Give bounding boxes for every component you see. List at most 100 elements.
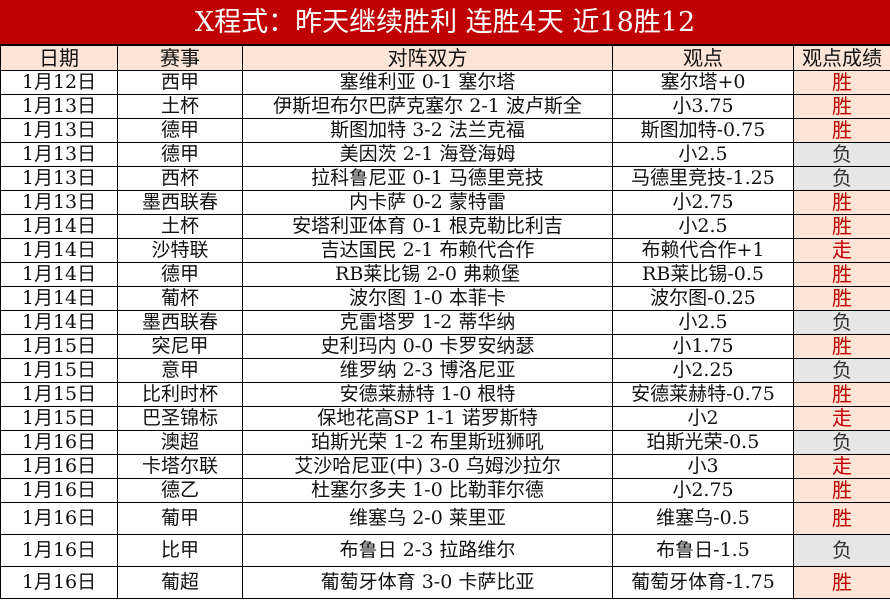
league-cell[interactable]: 沙特联: [117, 238, 243, 263]
league-cell[interactable]: 巴圣锦标: [117, 406, 243, 431]
result-cell[interactable]: 胜: [793, 118, 890, 143]
sheet-title[interactable]: X程式：昨天继续胜利 连胜4天 近18胜12: [0, 0, 890, 45]
pick-cell[interactable]: 珀斯光荣-0.5: [612, 430, 794, 455]
match-cell[interactable]: 美因茨 2-1 海登海姆: [242, 142, 613, 167]
match-cell[interactable]: 保地花高SP 1-1 诺罗斯特: [242, 406, 613, 431]
league-cell[interactable]: 葡甲: [117, 502, 243, 535]
match-cell[interactable]: 塞维利亚 0-1 塞尔塔: [242, 70, 613, 95]
date-cell[interactable]: 1月15日: [0, 358, 118, 383]
result-cell[interactable]: 走: [793, 406, 890, 431]
header-result[interactable]: 观点成绩: [793, 45, 890, 71]
date-cell[interactable]: 1月13日: [0, 142, 118, 167]
date-cell[interactable]: 1月14日: [0, 262, 118, 287]
match-cell[interactable]: 安德莱赫特 1-0 根特: [242, 382, 613, 407]
date-cell[interactable]: 1月12日: [0, 70, 118, 95]
date-cell[interactable]: 1月14日: [0, 214, 118, 239]
result-cell[interactable]: 胜: [793, 262, 890, 287]
pick-cell[interactable]: 波尔图-0.25: [612, 286, 794, 311]
pick-cell[interactable]: 小2.5: [612, 310, 794, 335]
date-cell[interactable]: 1月14日: [0, 238, 118, 263]
result-cell[interactable]: 负: [793, 310, 890, 335]
date-cell[interactable]: 1月13日: [0, 94, 118, 119]
pick-cell[interactable]: 斯图加特-0.75: [612, 118, 794, 143]
date-cell[interactable]: 1月13日: [0, 190, 118, 215]
pick-cell[interactable]: 小2: [612, 406, 794, 431]
match-cell[interactable]: 斯图加特 3-2 法兰克福: [242, 118, 613, 143]
pick-cell[interactable]: 布鲁日-1.5: [612, 534, 794, 567]
league-cell[interactable]: 西杯: [117, 166, 243, 191]
pick-cell[interactable]: 小2.5: [612, 214, 794, 239]
date-cell[interactable]: 1月16日: [0, 454, 118, 479]
pick-cell[interactable]: 葡萄牙体育-1.75: [612, 566, 794, 599]
result-cell[interactable]: 负: [793, 142, 890, 167]
league-cell[interactable]: 德甲: [117, 118, 243, 143]
league-cell[interactable]: 澳超: [117, 430, 243, 455]
league-cell[interactable]: 土杯: [117, 94, 243, 119]
result-cell[interactable]: 胜: [793, 334, 890, 359]
result-cell[interactable]: 胜: [793, 214, 890, 239]
match-cell[interactable]: 克雷塔罗 1-2 蒂华纳: [242, 310, 613, 335]
match-cell[interactable]: 史利玛内 0-0 卡罗安纳瑟: [242, 334, 613, 359]
match-cell[interactable]: 伊斯坦布尔巴萨克塞尔 2-1 波卢斯全: [242, 94, 613, 119]
league-cell[interactable]: 意甲: [117, 358, 243, 383]
date-cell[interactable]: 1月15日: [0, 382, 118, 407]
header-pick[interactable]: 观点: [612, 45, 794, 71]
league-cell[interactable]: 突尼甲: [117, 334, 243, 359]
pick-cell[interactable]: 安德莱赫特-0.75: [612, 382, 794, 407]
league-cell[interactable]: 葡超: [117, 566, 243, 599]
date-cell[interactable]: 1月16日: [0, 502, 118, 535]
result-cell[interactable]: 胜: [793, 478, 890, 503]
match-cell[interactable]: 吉达国民 2-1 布赖代合作: [242, 238, 613, 263]
league-cell[interactable]: 葡杯: [117, 286, 243, 311]
pick-cell[interactable]: 小2.5: [612, 142, 794, 167]
result-cell[interactable]: 胜: [793, 566, 890, 599]
league-cell[interactable]: 德甲: [117, 142, 243, 167]
league-cell[interactable]: 西甲: [117, 70, 243, 95]
league-cell[interactable]: 卡塔尔联: [117, 454, 243, 479]
match-cell[interactable]: 葡萄牙体育 3-0 卡萨比亚: [242, 566, 613, 599]
date-cell[interactable]: 1月15日: [0, 406, 118, 431]
match-cell[interactable]: 艾沙哈尼亚(中) 3-0 乌姆沙拉尔: [242, 454, 613, 479]
league-cell[interactable]: 德甲: [117, 262, 243, 287]
date-cell[interactable]: 1月16日: [0, 566, 118, 599]
pick-cell[interactable]: 小2.75: [612, 190, 794, 215]
league-cell[interactable]: 德乙: [117, 478, 243, 503]
result-cell[interactable]: 胜: [793, 94, 890, 119]
pick-cell[interactable]: RB莱比锡-0.5: [612, 262, 794, 287]
date-cell[interactable]: 1月13日: [0, 118, 118, 143]
result-cell[interactable]: 走: [793, 238, 890, 263]
league-cell[interactable]: 墨西联春: [117, 310, 243, 335]
pick-cell[interactable]: 小3: [612, 454, 794, 479]
league-cell[interactable]: 墨西联春: [117, 190, 243, 215]
result-cell[interactable]: 胜: [793, 70, 890, 95]
pick-cell[interactable]: 小2.75: [612, 478, 794, 503]
result-cell[interactable]: 胜: [793, 502, 890, 535]
pick-cell[interactable]: 马德里竞技-1.25: [612, 166, 794, 191]
date-cell[interactable]: 1月16日: [0, 478, 118, 503]
header-league[interactable]: 赛事: [117, 45, 243, 71]
result-cell[interactable]: 负: [793, 166, 890, 191]
result-cell[interactable]: 负: [793, 430, 890, 455]
match-cell[interactable]: 波尔图 1-0 本菲卡: [242, 286, 613, 311]
match-cell[interactable]: RB莱比锡 2-0 弗赖堡: [242, 262, 613, 287]
result-cell[interactable]: 走: [793, 454, 890, 479]
pick-cell[interactable]: 维塞乌-0.5: [612, 502, 794, 535]
match-cell[interactable]: 布鲁日 2-3 拉路维尔: [242, 534, 613, 567]
result-cell[interactable]: 负: [793, 358, 890, 383]
pick-cell[interactable]: 小2.25: [612, 358, 794, 383]
date-cell[interactable]: 1月14日: [0, 286, 118, 311]
result-cell[interactable]: 胜: [793, 382, 890, 407]
date-cell[interactable]: 1月13日: [0, 166, 118, 191]
result-cell[interactable]: 胜: [793, 190, 890, 215]
match-cell[interactable]: 珀斯光荣 1-2 布里斯班狮吼: [242, 430, 613, 455]
header-match[interactable]: 对阵双方: [242, 45, 613, 71]
result-cell[interactable]: 胜: [793, 286, 890, 311]
result-cell[interactable]: 负: [793, 534, 890, 567]
league-cell[interactable]: 比甲: [117, 534, 243, 567]
match-cell[interactable]: 维罗纳 2-3 博洛尼亚: [242, 358, 613, 383]
pick-cell[interactable]: 布赖代合作+1: [612, 238, 794, 263]
header-date[interactable]: 日期: [0, 45, 118, 71]
match-cell[interactable]: 维塞乌 2-0 莱里亚: [242, 502, 613, 535]
pick-cell[interactable]: 塞尔塔+0: [612, 70, 794, 95]
date-cell[interactable]: 1月14日: [0, 310, 118, 335]
